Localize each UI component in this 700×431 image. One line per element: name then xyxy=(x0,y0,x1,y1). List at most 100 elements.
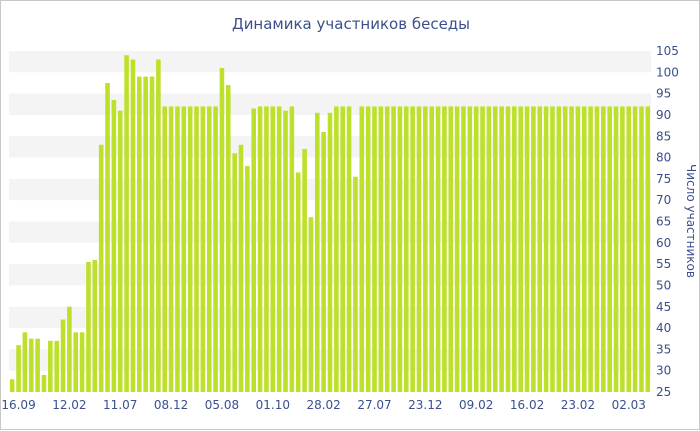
bar xyxy=(137,76,142,392)
bar xyxy=(588,106,593,392)
x-tick-label: 01.10 xyxy=(256,398,290,412)
chart-title: Динамика участников беседы xyxy=(231,15,471,33)
bar xyxy=(194,106,199,392)
x-tick-label: 28.02 xyxy=(306,398,340,412)
bar xyxy=(238,144,244,392)
x-tick-label: 08.12 xyxy=(154,398,188,412)
bar xyxy=(117,110,123,393)
bar xyxy=(60,319,66,392)
bar xyxy=(48,340,53,392)
y-tick-label: 65 xyxy=(656,215,671,229)
bar xyxy=(416,106,422,392)
bar xyxy=(524,106,530,392)
bar xyxy=(575,106,581,392)
y-tick-label: 80 xyxy=(656,151,671,165)
bar xyxy=(143,76,148,392)
bar xyxy=(79,332,85,392)
bar xyxy=(206,106,212,392)
bar xyxy=(613,106,619,392)
bar xyxy=(219,68,225,393)
y-axis-title: Число участников xyxy=(684,164,698,278)
bar xyxy=(232,153,237,392)
x-tick-label: 02.03 xyxy=(612,398,646,412)
y-tick-label: 100 xyxy=(656,65,679,79)
y-tick-label: 75 xyxy=(656,172,671,186)
bar xyxy=(181,106,187,392)
bar xyxy=(537,106,543,392)
bar xyxy=(9,379,15,392)
bar xyxy=(213,106,218,392)
bar xyxy=(54,340,59,392)
bar xyxy=(512,106,517,392)
y-tick-label: 95 xyxy=(656,87,671,101)
bar xyxy=(327,112,333,393)
bar xyxy=(550,106,555,392)
y-tick-label: 40 xyxy=(656,321,671,335)
bar xyxy=(620,106,625,392)
bar xyxy=(556,106,562,392)
bar xyxy=(187,106,193,392)
bar xyxy=(499,106,504,392)
bar xyxy=(518,106,523,392)
bar xyxy=(397,106,403,392)
y-tick-label: 50 xyxy=(656,278,671,292)
bar xyxy=(473,106,479,392)
y-tick-label: 35 xyxy=(656,342,671,356)
bar xyxy=(35,338,40,392)
y-tick-label: 55 xyxy=(656,257,671,271)
bar xyxy=(403,106,409,392)
bar xyxy=(156,59,161,393)
bar xyxy=(98,144,104,392)
bar xyxy=(410,106,415,392)
bar xyxy=(581,106,587,392)
bar xyxy=(226,85,231,392)
bar xyxy=(632,106,638,392)
bar xyxy=(162,106,168,392)
bar xyxy=(531,106,536,392)
bar xyxy=(283,110,288,393)
bar xyxy=(429,106,434,392)
bar xyxy=(149,76,155,392)
bar xyxy=(448,106,454,392)
x-tick-label: 23.02 xyxy=(561,398,595,412)
bar xyxy=(308,217,314,392)
bar xyxy=(461,106,466,392)
bar xyxy=(492,106,498,392)
bar xyxy=(22,332,28,392)
y-tick-label: 25 xyxy=(656,385,671,399)
x-tick-label: 23.12 xyxy=(408,398,442,412)
bar xyxy=(423,106,428,392)
bar xyxy=(607,106,612,392)
bar xyxy=(353,176,358,392)
bar xyxy=(569,106,574,392)
bar xyxy=(486,106,492,392)
x-tick-label: 11.07 xyxy=(103,398,137,412)
bar xyxy=(257,106,263,392)
bar xyxy=(302,149,307,392)
x-tick-label: 16.02 xyxy=(510,398,544,412)
y-tick-label: 90 xyxy=(656,108,671,122)
bar xyxy=(86,261,91,392)
bar xyxy=(480,106,485,392)
bar xyxy=(105,82,110,392)
bar xyxy=(92,259,98,392)
bar xyxy=(73,332,79,392)
bar xyxy=(645,106,651,392)
bar xyxy=(346,106,352,392)
bar xyxy=(562,106,568,392)
bar xyxy=(435,106,441,392)
grid-band xyxy=(9,51,651,73)
bar xyxy=(124,55,129,392)
bar xyxy=(391,106,396,392)
bar xyxy=(16,345,21,392)
bar xyxy=(378,106,384,392)
bar xyxy=(314,112,320,393)
x-tick-label: 16.09 xyxy=(1,398,35,412)
x-tick-label: 09.02 xyxy=(459,398,493,412)
bar xyxy=(168,106,174,392)
bar xyxy=(359,106,365,392)
bar xyxy=(41,374,47,392)
bar xyxy=(594,106,600,392)
